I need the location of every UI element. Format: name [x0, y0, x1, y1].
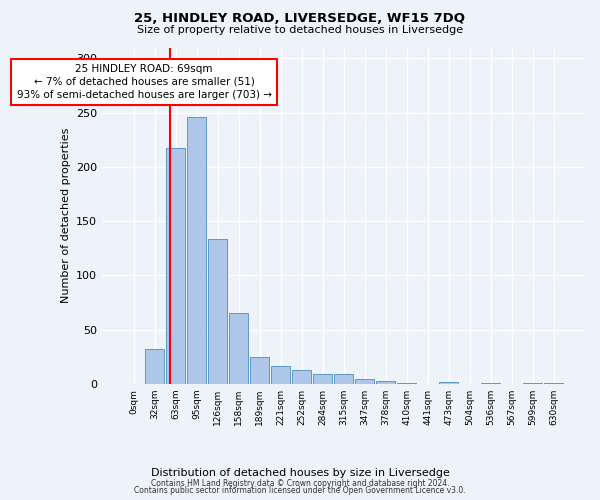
Bar [187, 117, 206, 384]
Bar [397, 382, 416, 384]
Text: Size of property relative to detached houses in Liversedge: Size of property relative to detached ho… [137, 25, 463, 35]
Bar [376, 380, 395, 384]
Bar [145, 349, 164, 384]
Text: Contains public sector information licensed under the Open Government Licence v3: Contains public sector information licen… [134, 486, 466, 495]
Bar [292, 370, 311, 384]
Bar [481, 382, 500, 384]
Bar [166, 148, 185, 384]
Text: Contains HM Land Registry data © Crown copyright and database right 2024.: Contains HM Land Registry data © Crown c… [151, 478, 449, 488]
Bar [523, 382, 542, 384]
Bar [544, 382, 563, 384]
Bar [229, 314, 248, 384]
Bar [271, 366, 290, 384]
Bar [250, 356, 269, 384]
Bar [439, 382, 458, 384]
Bar [355, 380, 374, 384]
Bar [334, 374, 353, 384]
Text: Distribution of detached houses by size in Liversedge: Distribution of detached houses by size … [151, 468, 449, 477]
Text: 25, HINDLEY ROAD, LIVERSEDGE, WF15 7DQ: 25, HINDLEY ROAD, LIVERSEDGE, WF15 7DQ [134, 12, 466, 26]
Y-axis label: Number of detached properties: Number of detached properties [61, 128, 71, 304]
Bar [208, 240, 227, 384]
Text: 25 HINDLEY ROAD: 69sqm
← 7% of detached houses are smaller (51)
93% of semi-deta: 25 HINDLEY ROAD: 69sqm ← 7% of detached … [17, 64, 272, 100]
Bar [313, 374, 332, 384]
